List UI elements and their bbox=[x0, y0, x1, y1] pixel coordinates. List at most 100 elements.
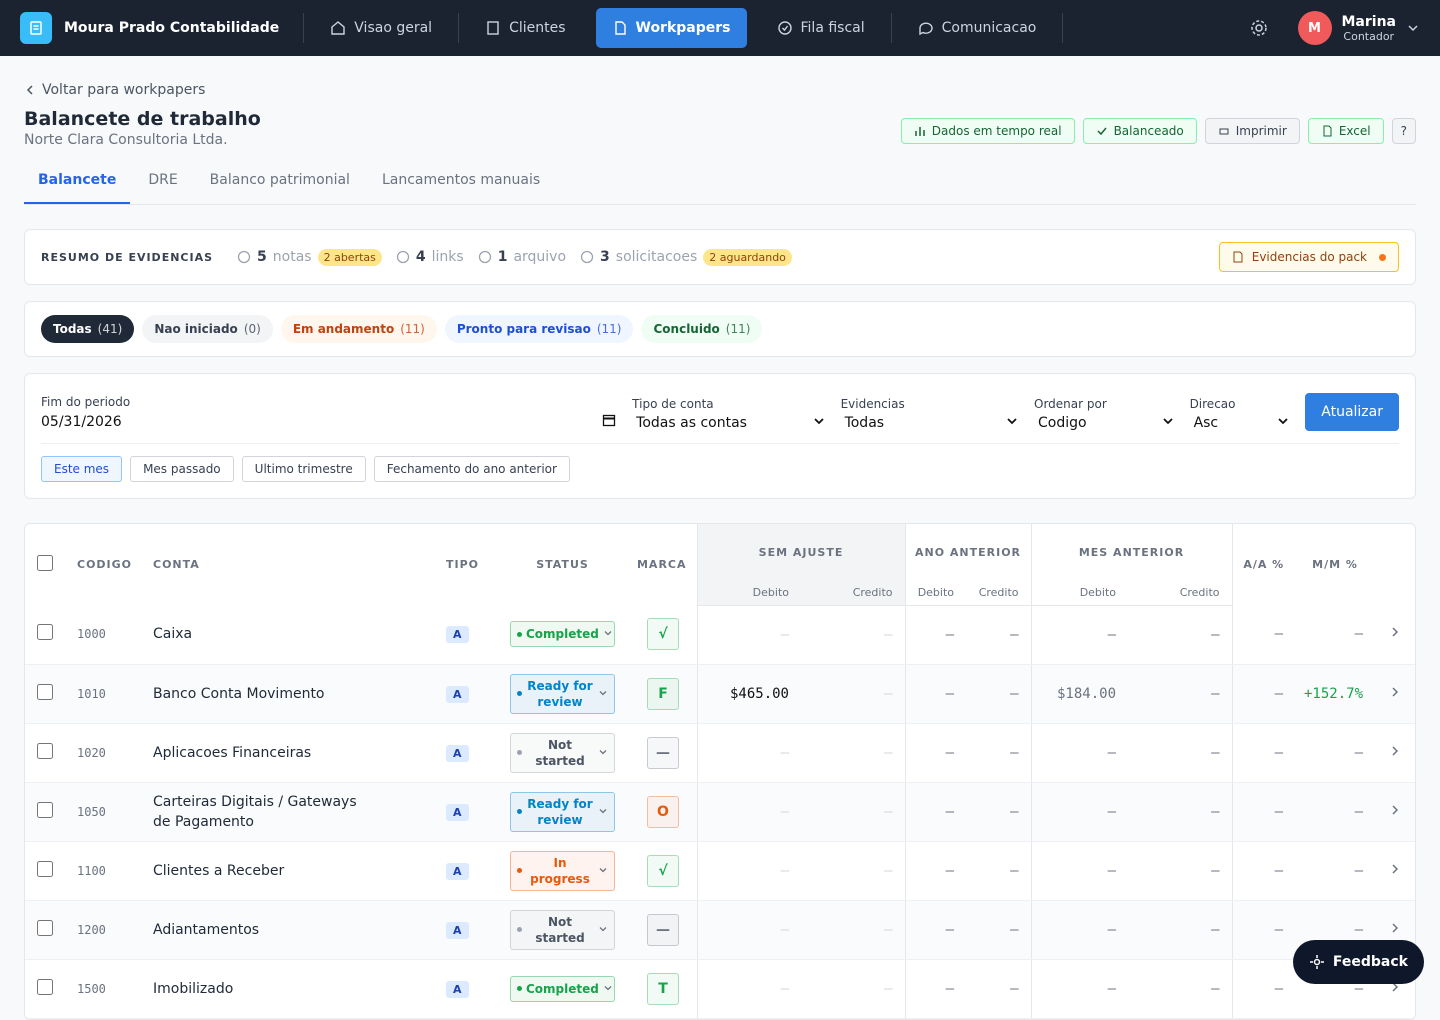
form-field: Ordenar por Codigo bbox=[1034, 397, 1174, 431]
row-checkbox[interactable] bbox=[37, 919, 53, 936]
brand: Moura Prado Contabilidade bbox=[64, 20, 280, 36]
table-row[interactable]: 1200 Adiantamentos A Not started — — — — — — — — — bbox=[25, 900, 1415, 960]
amount: — bbox=[801, 900, 906, 960]
row-chevron[interactable] bbox=[1375, 782, 1415, 842]
filter-count: (11) bbox=[596, 322, 622, 336]
status-select[interactable]: Not started bbox=[510, 732, 615, 773]
status-filter[interactable]: Concluido (11) bbox=[641, 315, 763, 343]
field-input[interactable]: 05/31/2026 bbox=[41, 413, 616, 431]
status-filter[interactable]: Pronto para revisao (11) bbox=[444, 315, 634, 343]
review-mark[interactable]: — bbox=[647, 736, 679, 769]
nav-item[interactable]: Visao geral bbox=[304, 8, 458, 48]
row-chevron[interactable] bbox=[1375, 664, 1415, 724]
column-header: A/A % bbox=[1231, 524, 1296, 605]
user-role: Contador bbox=[1343, 29, 1395, 43]
status-filter[interactable]: Em andamento (11) bbox=[280, 315, 437, 343]
feedback-button[interactable]: Feedback bbox=[1292, 940, 1424, 984]
user-menu[interactable]: M Marina Contador bbox=[1250, 11, 1421, 45]
review-mark[interactable]: √ bbox=[647, 618, 679, 651]
header-cell bbox=[25, 524, 65, 605]
quick-range[interactable]: Mes passado bbox=[130, 456, 234, 482]
table-row[interactable]: 1050 Carteiras Digitais / Gateways de Pag… bbox=[25, 782, 1415, 842]
review-mark[interactable]: O bbox=[647, 795, 679, 828]
tab[interactable]: Lancamentos manuais bbox=[381, 172, 541, 188]
action-label: Imprimir bbox=[1235, 124, 1287, 138]
action-label: Dados em tempo real bbox=[931, 124, 1062, 138]
review-mark[interactable]: √ bbox=[647, 854, 679, 887]
row-chevron[interactable] bbox=[1375, 605, 1415, 665]
row-checkbox[interactable] bbox=[37, 860, 53, 877]
nav-item[interactable]: Clientes bbox=[459, 8, 591, 48]
amount: — bbox=[966, 841, 1032, 901]
nav-item[interactable]: Workpapers bbox=[595, 8, 747, 48]
quick-range[interactable]: Fechamento do ano anterior bbox=[373, 456, 570, 482]
tab[interactable]: Balancete bbox=[24, 172, 131, 204]
status-filter[interactable]: Nao iniciado (0) bbox=[142, 315, 273, 343]
field-value: Codigo bbox=[1038, 415, 1087, 431]
table-row[interactable]: 1000 Caixa A Completed √ — — — — — — — — bbox=[25, 605, 1415, 665]
filter-label: Nao iniciado bbox=[154, 322, 238, 336]
review-mark[interactable]: — bbox=[647, 913, 679, 946]
status-select[interactable]: Completed bbox=[510, 621, 615, 648]
tab[interactable]: Balanco patrimonial bbox=[209, 172, 350, 188]
account-code: 1010 bbox=[65, 664, 141, 724]
back-link[interactable]: Voltar para workpapers bbox=[24, 82, 1416, 98]
amount: — bbox=[696, 782, 801, 842]
row-checkbox[interactable] bbox=[37, 683, 53, 700]
tab[interactable]: DRE bbox=[148, 172, 178, 188]
field-input[interactable]: Asc bbox=[1190, 415, 1290, 431]
field-input[interactable]: Todas bbox=[841, 415, 1018, 431]
amount: — bbox=[801, 664, 906, 724]
cell bbox=[25, 959, 65, 1019]
row-chevron[interactable] bbox=[1375, 841, 1415, 901]
table-row[interactable]: 1010 Banco Conta Movimento A Ready for revi… bbox=[25, 664, 1415, 724]
nav-item[interactable]: Fila fiscal bbox=[751, 8, 891, 48]
cell: √ bbox=[627, 841, 697, 901]
amount: — bbox=[1128, 782, 1233, 842]
amount: — bbox=[904, 723, 967, 783]
row-checkbox[interactable] bbox=[37, 624, 53, 641]
nav-label: Fila fiscal bbox=[800, 20, 865, 36]
quick-range[interactable]: Ultimo trimestre bbox=[241, 456, 366, 482]
filter-count: (11) bbox=[400, 322, 425, 336]
nav-label: Visao geral bbox=[354, 20, 433, 36]
status-text: Completed bbox=[526, 981, 599, 996]
row-checkbox[interactable] bbox=[37, 742, 53, 759]
status-chevron bbox=[598, 923, 608, 937]
evidence-pack-button[interactable]: Evidencias do pack bbox=[1218, 242, 1399, 272]
field-label: Fim do periodo bbox=[41, 395, 131, 409]
field-icon bbox=[813, 415, 825, 431]
status-filter[interactable]: Todas (41) bbox=[41, 315, 135, 343]
account-name: Clientes a Receber bbox=[141, 841, 434, 901]
nav-item[interactable]: Comunicacao bbox=[892, 8, 1063, 48]
action-label: Excel bbox=[1338, 124, 1371, 138]
select-all[interactable] bbox=[37, 555, 53, 571]
action[interactable]: Balanceado bbox=[1082, 118, 1197, 144]
table-row[interactable]: 1020 Aplicacoes Financeiras A Not started — —… bbox=[25, 723, 1415, 783]
cell bbox=[25, 782, 65, 842]
update-button[interactable]: Atualizar bbox=[1305, 393, 1399, 431]
field-input[interactable]: Todas as contas bbox=[632, 415, 824, 431]
action[interactable]: Dados em tempo real bbox=[900, 118, 1075, 144]
review-mark[interactable]: F bbox=[647, 677, 679, 710]
status-select[interactable]: Completed bbox=[510, 975, 615, 1002]
status-select[interactable]: Not started bbox=[510, 909, 615, 950]
action[interactable]: ? bbox=[1391, 118, 1416, 144]
field-input[interactable]: Codigo bbox=[1034, 415, 1174, 431]
action[interactable]: Excel bbox=[1307, 118, 1384, 144]
row-chevron[interactable] bbox=[1375, 723, 1415, 783]
table-row[interactable]: 1100 Clientes a Receber A In progress √ — — — — —… bbox=[25, 841, 1415, 901]
table-row[interactable]: 1500 Imobilizado A Completed T — — — — — — — — bbox=[25, 959, 1415, 1019]
status-select[interactable]: In progress bbox=[510, 850, 615, 891]
row-checkbox[interactable] bbox=[37, 978, 53, 995]
status-select[interactable]: Ready for review bbox=[510, 673, 615, 714]
quick-range[interactable]: Este mes bbox=[41, 456, 123, 482]
status-select[interactable]: Ready for review bbox=[510, 791, 615, 832]
amount: — bbox=[1030, 605, 1129, 665]
action[interactable]: Imprimir bbox=[1204, 118, 1300, 144]
filter-label: Em andamento bbox=[292, 322, 395, 336]
back-text: Voltar para workpapers bbox=[42, 82, 206, 98]
row-checkbox[interactable] bbox=[37, 801, 53, 818]
cell: F bbox=[627, 664, 697, 724]
